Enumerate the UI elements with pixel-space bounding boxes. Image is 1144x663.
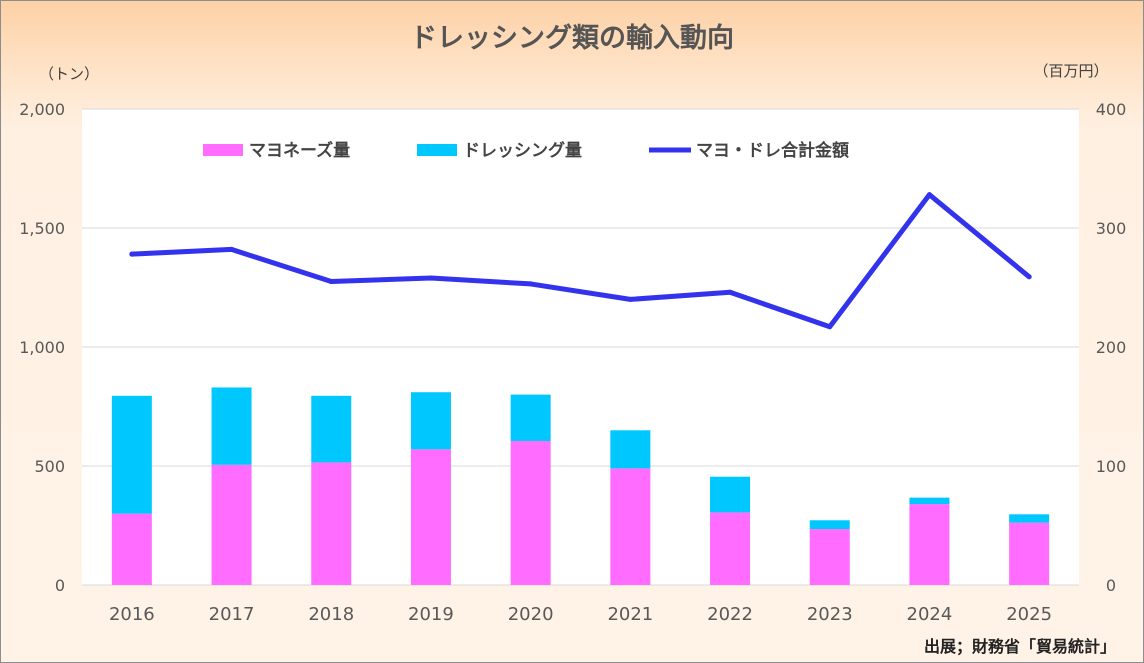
bar-dressing xyxy=(111,395,152,514)
line-total-amount xyxy=(129,192,1032,330)
line-point-total-amount xyxy=(229,246,235,252)
bar-mayonnaise xyxy=(510,441,551,585)
bar-dressing xyxy=(610,430,651,469)
legend-swatch-mayonnaise xyxy=(203,144,243,156)
line-point-total-amount xyxy=(727,289,733,295)
bars xyxy=(111,387,1050,585)
line-point-total-amount xyxy=(129,251,135,257)
bar-mayonnaise xyxy=(111,513,152,585)
line-point-total-amount xyxy=(627,296,633,302)
line-point-total-amount xyxy=(926,192,932,198)
bar-mayonnaise xyxy=(710,512,751,585)
legend: マヨネーズ量 ドレッシング量 マヨ・ドレ合計金額 xyxy=(203,140,849,161)
left-tick-label: 500 xyxy=(34,457,65,476)
line-point-total-amount xyxy=(428,275,434,281)
bar-mayonnaise xyxy=(311,462,352,585)
bar-dressing xyxy=(311,395,352,463)
bar-mayonnaise xyxy=(211,464,252,585)
x-axis-ticks: 2016 2017 2018 2019 2020 2021 2022 2023 2024 2025 xyxy=(109,604,1052,625)
legend-label-mayonnaise: マヨネーズ量 xyxy=(249,140,350,161)
x-tick-label: 2016 xyxy=(109,604,155,625)
left-axis-ticks: 0 500 1,000 1,500 2,000 xyxy=(19,100,65,595)
x-tick-label: 2022 xyxy=(707,604,753,625)
bar-mayonnaise xyxy=(809,529,850,585)
right-tick-label: 200 xyxy=(1096,338,1127,357)
bar-dressing xyxy=(410,392,451,450)
bar-mayonnaise xyxy=(410,449,451,585)
left-tick-label: 2,000 xyxy=(19,100,65,119)
right-axis-ticks: 0 100 200 300 400 xyxy=(1096,100,1127,595)
left-axis-unit: （トン） xyxy=(39,65,99,83)
x-tick-label: 2017 xyxy=(209,604,255,625)
line-point-total-amount xyxy=(528,281,534,287)
legend-swatch-dressing xyxy=(417,144,457,156)
x-tick-label: 2018 xyxy=(308,604,354,625)
right-tick-label: 0 xyxy=(1106,576,1116,595)
right-axis-unit: （百万円） xyxy=(1033,62,1108,80)
left-tick-label: 0 xyxy=(55,576,65,595)
right-tick-label: 100 xyxy=(1096,457,1127,476)
x-tick-label: 2019 xyxy=(408,604,454,625)
line-point-total-amount xyxy=(827,324,833,330)
x-tick-label: 2024 xyxy=(907,604,953,625)
bar-mayonnaise xyxy=(1009,522,1050,585)
bar-dressing xyxy=(809,520,850,530)
bar-mayonnaise xyxy=(610,468,651,585)
right-tick-label: 400 xyxy=(1096,100,1127,119)
left-tick-label: 1,500 xyxy=(19,219,65,238)
legend-label-dressing: ドレッシング量 xyxy=(463,140,582,161)
x-tick-label: 2021 xyxy=(607,604,653,625)
chart-title: ドレッシング類の輸入動向 xyxy=(410,22,734,54)
line-point-total-amount xyxy=(328,279,334,285)
bar-dressing xyxy=(1009,514,1050,523)
bar-dressing xyxy=(510,394,551,442)
line-point-total-amount xyxy=(1026,274,1032,280)
bar-dressing xyxy=(909,497,950,505)
x-tick-label: 2025 xyxy=(1006,604,1052,625)
left-tick-label: 1,000 xyxy=(19,338,65,357)
right-tick-label: 300 xyxy=(1096,219,1127,238)
x-tick-label: 2023 xyxy=(807,604,853,625)
x-tick-label: 2020 xyxy=(508,604,554,625)
bar-mayonnaise xyxy=(909,504,950,585)
legend-label-total-amount: マヨ・ドレ合計金額 xyxy=(696,140,849,161)
line-layer xyxy=(129,192,1032,330)
bar-dressing xyxy=(710,476,751,513)
bar-dressing xyxy=(211,387,252,465)
source-note: 出展；財務省「貿易統計」 xyxy=(924,637,1116,656)
